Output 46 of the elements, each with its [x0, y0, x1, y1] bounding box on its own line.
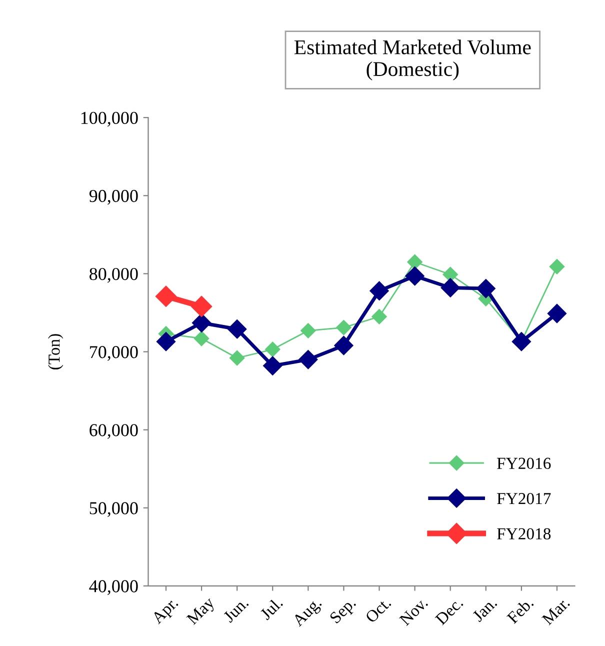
point — [194, 330, 210, 346]
point — [155, 286, 177, 307]
x-tick-label: Jun. — [222, 596, 249, 624]
x-tick-label: Aug. — [292, 596, 324, 630]
point — [156, 332, 176, 352]
chart-title: Estimated Marketed Volume (Domestic) — [294, 40, 531, 80]
y-tick-label: 80,000 — [90, 268, 138, 283]
point — [334, 336, 354, 356]
point — [370, 281, 389, 300]
x-tick-label: Jul. — [259, 596, 284, 620]
point — [476, 278, 496, 298]
point — [300, 323, 316, 338]
point — [192, 313, 212, 332]
x-tick-label: Jan. — [472, 596, 498, 622]
point — [440, 278, 460, 298]
x-tick-label: Nov. — [399, 596, 428, 626]
y-tick-label: 90,000 — [89, 190, 138, 205]
y-tick-label: 60,000 — [90, 424, 138, 439]
x-tick-label: Oct. — [364, 596, 392, 624]
x-tick-label: Sep. — [329, 596, 359, 626]
y-tick-label: 100,000 — [81, 112, 138, 127]
point — [263, 356, 282, 376]
point — [549, 259, 565, 274]
x-tick-label: Dec. — [434, 596, 464, 626]
legend-label: FY2016 — [497, 458, 551, 470]
x-tick-label: Feb. — [506, 596, 534, 624]
point — [336, 320, 352, 336]
point — [191, 296, 212, 317]
x-tick-label: Mar. — [541, 596, 570, 626]
legend-label: FY2018 — [497, 528, 551, 540]
y-tick-label: 40,000 — [89, 580, 138, 595]
point — [372, 309, 387, 324]
point — [265, 342, 280, 357]
y-tick-label: 70,000 — [90, 346, 138, 361]
legend-label: FY2017 — [497, 492, 551, 504]
point — [442, 266, 458, 282]
point — [228, 320, 247, 339]
x-tick-label: Apr. — [150, 596, 181, 627]
point — [405, 266, 424, 286]
y-tick-label: 50,000 — [90, 502, 138, 517]
point — [407, 254, 422, 270]
point — [230, 350, 245, 366]
point — [547, 304, 567, 324]
point — [298, 350, 318, 370]
x-tick-label: May — [186, 596, 218, 628]
y-axis-title: (Ton) — [48, 334, 64, 370]
